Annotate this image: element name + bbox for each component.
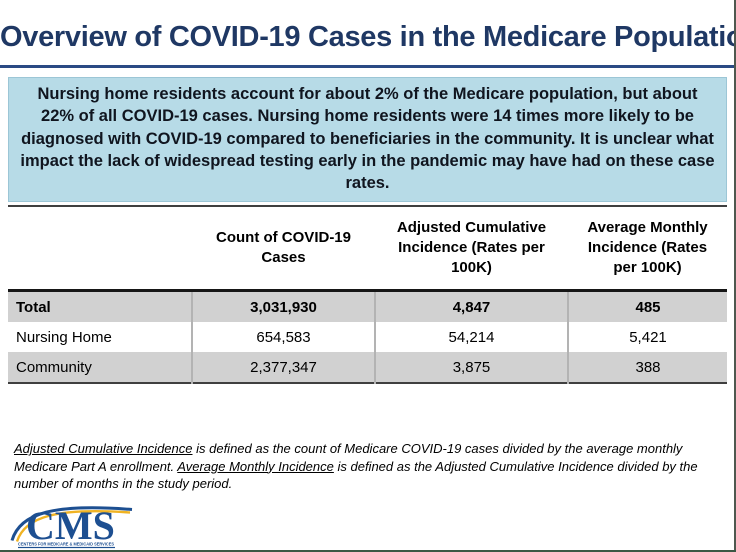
cell-nursing-home-adjusted: 54,214 — [374, 322, 568, 352]
column-header-adjusted-cumulative-incidence: Adjusted Cumulative Incidence (Rates per… — [375, 206, 568, 292]
row-label-nursing-home: Nursing Home — [16, 328, 112, 346]
column-header-blank — [8, 206, 192, 292]
cell-total-adjusted: 4,847 — [374, 290, 568, 322]
cell-total-monthly: 485 — [567, 290, 727, 322]
covid-cases-table: Count of COVID-19 Cases Adjusted Cumulat… — [8, 205, 727, 384]
column-header-count: Count of COVID-19 Cases — [192, 206, 375, 292]
footnote-text-1: is defined as the count of Medicare COVI… — [14, 441, 683, 474]
cell-total-count: 3,031,930 — [191, 290, 375, 322]
title-divider — [0, 65, 736, 68]
definitions-footnote: Adjusted Cumulative Incidence is defined… — [14, 440, 710, 493]
page-border-bottom — [0, 550, 736, 552]
cell-community-adjusted: 3,875 — [374, 352, 568, 383]
cms-logo-acronym: CMS — [26, 503, 115, 548]
table-row-nursing-home: Nursing Home 654,583 54,214 5,421 — [8, 322, 727, 352]
table-row-total: Total 3,031,930 4,847 485 — [8, 290, 727, 322]
page-border-right — [734, 0, 736, 552]
page-title: Overview of COVID-19 Cases in the Medica… — [0, 21, 736, 53]
table-row-community: Community 2,377,347 3,875 388 — [8, 352, 727, 383]
cell-nursing-home-monthly: 5,421 — [567, 322, 727, 352]
footnote-text-2: is defined as the Adjusted Cumulative In… — [14, 458, 698, 492]
cms-logo-blue-swoosh — [10, 506, 133, 541]
footnote-term-adjusted-cumulative-incidence: Adjusted Cumulative Incidence — [14, 441, 193, 456]
cms-logo-underline — [18, 546, 115, 549]
row-label-total: Total — [16, 298, 51, 316]
column-header-average-monthly-incidence: Average Monthly Incidence (Rates per 100… — [568, 206, 727, 292]
summary-callout-box: Nursing home residents account for about… — [8, 77, 727, 203]
row-label-community: Community — [16, 358, 92, 376]
table-header-row: Count of COVID-19 Cases Adjusted Cumulat… — [8, 206, 727, 292]
cms-logo-subtitle: CENTERS FOR MEDICARE & MEDICAID SERVICES — [18, 542, 114, 547]
footnote-term-average-monthly-incidence: Average Monthly Incidence — [177, 458, 334, 474]
cell-community-monthly: 388 — [567, 352, 727, 383]
cms-logo: CMS CENTERS FOR MEDICARE & MEDICAID SERV… — [10, 503, 133, 549]
cell-community-count: 2,377,347 — [191, 352, 375, 383]
cms-logo-gold-swoosh — [15, 509, 131, 542]
cell-nursing-home-count: 654,583 — [191, 322, 375, 352]
